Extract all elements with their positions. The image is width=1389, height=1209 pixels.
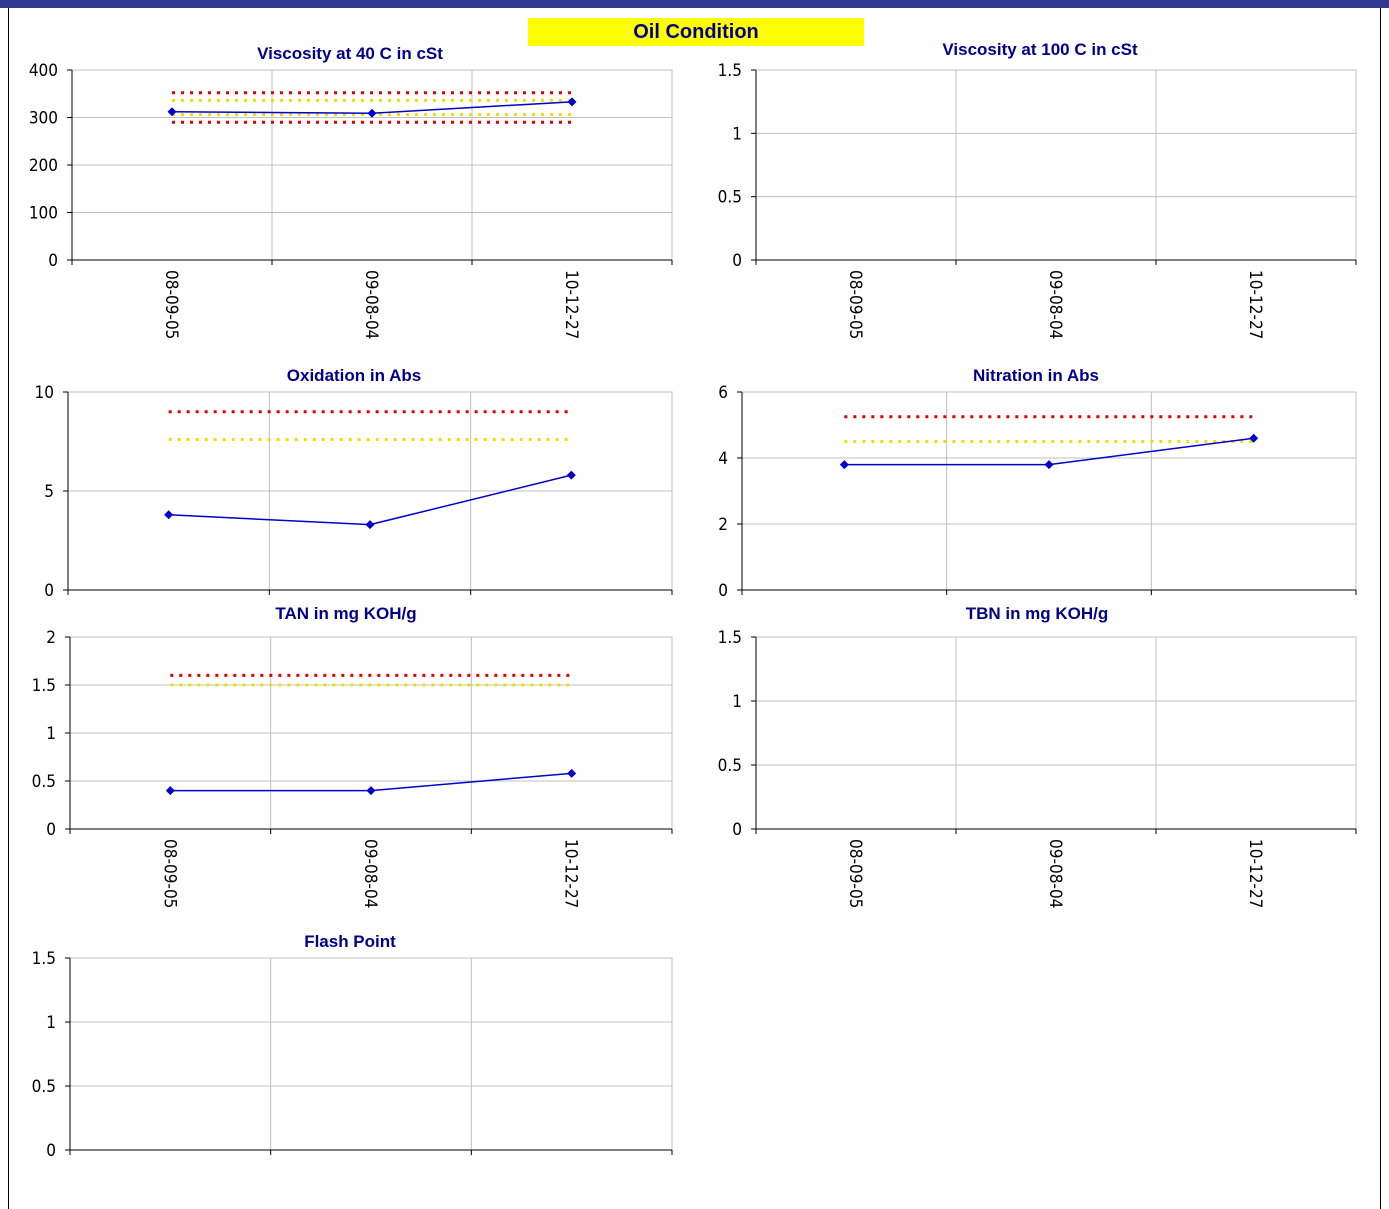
y-tick-label: 1.5: [32, 676, 56, 696]
y-tick-label: 1: [732, 692, 742, 712]
y-tick-label: 10: [35, 383, 54, 403]
data-point: [164, 510, 174, 520]
x-tick-label: 10-12-27: [1245, 270, 1265, 339]
x-tick-label: 08-09-05: [845, 839, 865, 908]
y-tick-label: 5: [44, 482, 54, 502]
plot-area: [755, 636, 1357, 830]
y-tick-label: 1.5: [718, 61, 742, 81]
y-tick-label: 0.5: [32, 1077, 56, 1097]
x-tick-label: 10-12-27: [561, 270, 581, 339]
data-point: [1249, 433, 1259, 443]
data-point: [1044, 460, 1054, 470]
data-point: [567, 97, 577, 107]
y-tick-label: 0: [46, 820, 56, 840]
chart-title: Oxidation in Abs: [287, 366, 421, 385]
y-tick-label: 0.5: [718, 756, 742, 776]
data-point: [366, 786, 376, 796]
x-tick-label: 08-09-05: [161, 270, 181, 339]
y-tick-label: 0.5: [718, 188, 742, 208]
x-tick-label: 09-08-04: [1045, 839, 1065, 908]
y-tick-label: 6: [718, 383, 728, 403]
chart-title: Flash Point: [304, 932, 396, 951]
y-tick-label: 100: [29, 204, 58, 224]
x-tick-label: 10-12-27: [1245, 839, 1265, 908]
y-tick-label: 400: [29, 61, 58, 81]
chart-title: TAN in mg KOH/g: [275, 604, 416, 623]
y-tick-label: 1: [46, 1013, 56, 1033]
chart-title: Nitration in Abs: [973, 366, 1099, 385]
y-tick-label: 1: [46, 724, 56, 744]
data-point: [839, 460, 849, 470]
plot-area: [741, 391, 1357, 591]
y-tick-label: 0: [718, 581, 728, 601]
x-tick-label: 08-09-05: [845, 270, 865, 339]
y-tick-label: 1: [732, 124, 742, 144]
x-tick-label: 09-08-04: [1045, 270, 1065, 339]
plot-area: [755, 69, 1357, 261]
y-tick-label: 0: [46, 1141, 56, 1161]
data-point: [165, 786, 175, 796]
y-tick-label: 0.5: [32, 772, 56, 792]
data-point: [365, 520, 375, 530]
y-tick-label: 0: [48, 251, 58, 271]
y-tick-label: 2: [46, 628, 56, 648]
data-point: [367, 108, 377, 118]
chart-title: Viscosity at 100 C in cSt: [942, 40, 1138, 59]
y-tick-label: 0: [732, 820, 742, 840]
y-tick-label: 1.5: [718, 628, 742, 648]
chart-title: TBN in mg KOH/g: [966, 604, 1109, 623]
header-bar: [0, 0, 1389, 8]
plot-area: [69, 957, 673, 1151]
data-point: [167, 107, 177, 117]
x-tick-label: 09-08-04: [360, 839, 380, 908]
y-tick-label: 4: [718, 449, 728, 469]
x-tick-label: 08-09-05: [159, 839, 179, 908]
x-tick-label: 09-08-04: [361, 270, 381, 339]
y-tick-label: 0: [732, 251, 742, 271]
y-tick-label: 200: [29, 156, 58, 176]
chart-title: Viscosity at 40 C in cSt: [257, 44, 443, 63]
page-title: Oil Condition: [528, 18, 864, 46]
y-tick-label: 0: [44, 581, 54, 601]
data-point: [567, 768, 577, 778]
y-tick-label: 2: [718, 515, 728, 535]
series-line: [168, 474, 572, 526]
y-tick-label: 300: [29, 109, 58, 129]
page-frame: [8, 8, 1381, 1209]
x-tick-label: 10-12-27: [561, 839, 581, 908]
y-tick-label: 1.5: [32, 949, 56, 969]
data-point: [566, 470, 576, 480]
